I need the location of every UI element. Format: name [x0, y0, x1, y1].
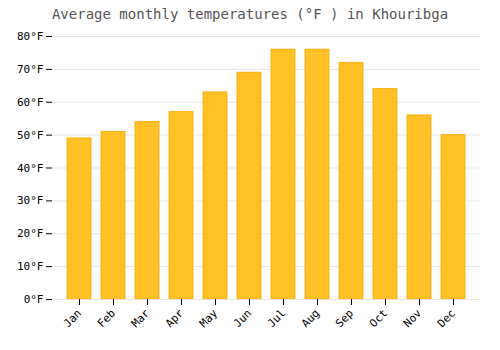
svg-text:80°F: 80°F: [17, 30, 44, 43]
svg-text:Apr: Apr: [163, 306, 187, 330]
svg-text:Jun: Jun: [231, 307, 254, 330]
svg-text:May: May: [197, 306, 221, 330]
svg-text:70°F: 70°F: [17, 63, 44, 76]
svg-text:60°F: 60°F: [17, 96, 44, 109]
svg-text:Feb: Feb: [95, 307, 118, 330]
svg-text:Mar: Mar: [129, 306, 153, 330]
svg-text:20°F: 20°F: [17, 227, 44, 240]
svg-text:Sep: Sep: [333, 307, 356, 330]
svg-text:40°F: 40°F: [17, 162, 44, 175]
svg-text:30°F: 30°F: [17, 194, 44, 207]
svg-text:0°F: 0°F: [24, 293, 44, 306]
svg-text:Nov: Nov: [401, 306, 425, 330]
svg-text:Jul: Jul: [265, 307, 288, 330]
svg-text:Dec: Dec: [435, 307, 458, 330]
html-text:Average monthly temperatures (: Average monthly temperatures (°F ) in Kh…: [51, 6, 449, 22]
svg-text:50°F: 50°F: [17, 129, 44, 142]
svg-text:Jan: Jan: [61, 307, 84, 330]
svg-text:10°F: 10°F: [17, 260, 44, 273]
svg-text:Aug: Aug: [299, 307, 322, 330]
svg-text:Oct: Oct: [367, 307, 390, 330]
